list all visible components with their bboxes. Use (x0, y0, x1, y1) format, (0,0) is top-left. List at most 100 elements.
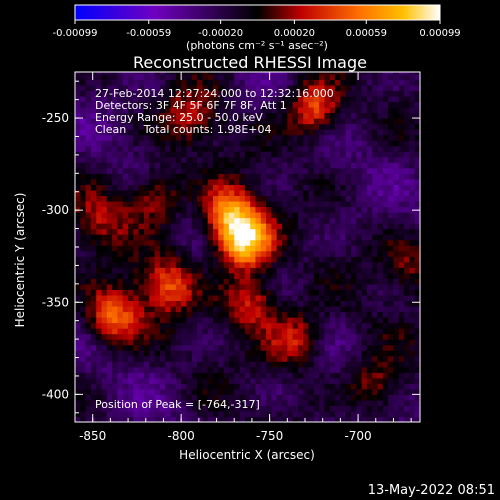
heatmap-cell (398, 107, 405, 114)
heatmap-cell (351, 129, 357, 136)
heatmap-cell (340, 156, 347, 163)
heatmap-cell (117, 245, 124, 252)
heatmap-cell (207, 361, 214, 368)
heatmap-cell (101, 90, 108, 97)
heatmap-cell (276, 383, 283, 390)
heatmap-cell (122, 333, 129, 340)
heatmap-cell (191, 239, 198, 246)
heatmap-cell (85, 250, 92, 257)
heatmap-cell (117, 189, 124, 197)
heatmap-cell (340, 294, 347, 302)
heatmap-cell (133, 294, 140, 302)
heatmap-cell (85, 184, 92, 191)
heatmap-cell (377, 134, 384, 141)
heatmap-cell (133, 289, 140, 296)
colorbar-tick-label: 0.00099 (419, 28, 460, 39)
heatmap-cell (308, 245, 315, 252)
heatmap-cell (351, 339, 357, 346)
heatmap-cell (414, 317, 420, 324)
heatmap-cell (96, 344, 103, 351)
heatmap-cell (170, 167, 177, 174)
heatmap-cell (197, 112, 203, 119)
heatmap-cell (287, 206, 294, 213)
heatmap-cell (112, 167, 119, 174)
heatmap-cell (282, 173, 288, 180)
heatmap-cell (351, 311, 357, 318)
heatmap-cell (404, 107, 410, 114)
heatmap-cell (159, 322, 166, 329)
heatmap-cell (303, 107, 310, 114)
heatmap-cell (398, 394, 405, 401)
heatmap-cell (186, 322, 193, 329)
heatmap-cell (356, 228, 363, 235)
heatmap-cell (388, 73, 395, 80)
heatmap-cell (213, 173, 219, 180)
heatmap-cell (313, 112, 320, 119)
heatmap-cell (377, 278, 384, 285)
heatmap-cell (409, 84, 416, 92)
heatmap-cell (356, 394, 363, 401)
heatmap-cell (287, 372, 294, 379)
heatmap-cell (340, 167, 347, 174)
heatmap-cell (404, 167, 410, 174)
heatmap-cell (335, 283, 341, 290)
heatmap-cell (260, 162, 267, 169)
heatmap-cell (239, 123, 246, 130)
heatmap-cell (191, 162, 198, 169)
heatmap-cell (271, 167, 278, 174)
heatmap-cell (159, 239, 166, 246)
heatmap-cell (366, 250, 373, 257)
heatmap-cell (366, 95, 373, 103)
heatmap-cell (366, 200, 373, 208)
heatmap-cell (398, 328, 405, 335)
heatmap-cell (170, 339, 177, 346)
heatmap-cell (361, 107, 368, 114)
heatmap-cell (276, 372, 283, 379)
heatmap-cell (250, 322, 257, 329)
heatmap-cell (308, 261, 315, 268)
heatmap-cell (85, 156, 92, 163)
heatmap-cell (122, 90, 129, 97)
heatmap-cell (96, 405, 103, 412)
heatmap-cell (207, 383, 214, 390)
heatmap-cell (292, 416, 299, 422)
heatmap-cell (297, 189, 304, 197)
heatmap-cell (335, 261, 341, 268)
heatmap-cell (324, 399, 331, 407)
heatmap-cell (361, 167, 368, 174)
heatmap-cell (335, 95, 341, 103)
heatmap-cell (223, 377, 230, 384)
heatmap-cell (144, 366, 150, 373)
heatmap-cell (266, 162, 272, 169)
heatmap-cell (106, 206, 113, 213)
heatmap-cell (287, 305, 294, 313)
heatmap-cell (340, 416, 347, 422)
heatmap-cell (159, 178, 166, 185)
heatmap-cell (409, 234, 416, 241)
heatmap-cell (133, 377, 140, 384)
heatmap-cell (340, 283, 347, 290)
heatmap-cell (255, 234, 262, 241)
heatmap-cell (297, 134, 304, 141)
heatmap-cell (260, 355, 267, 362)
heatmap-cell (122, 239, 129, 246)
heatmap-cell (112, 245, 119, 252)
heatmap-cell (213, 339, 219, 346)
heatmap-cell (287, 394, 294, 401)
heatmap-cell (271, 84, 278, 92)
heatmap-cell (324, 72, 331, 75)
heatmap-cell (409, 399, 416, 407)
heatmap-cell (271, 333, 278, 340)
heatmap-cell (144, 278, 150, 285)
heatmap-cell (398, 317, 405, 324)
heatmap-cell (377, 239, 384, 246)
heatmap-cell (80, 151, 87, 158)
heatmap-cell (133, 84, 140, 92)
heatmap-cell (197, 223, 203, 230)
heatmap-cell (138, 79, 145, 86)
heatmap-cell (133, 405, 140, 412)
heatmap-cell (250, 294, 257, 302)
heatmap-cell (377, 101, 384, 108)
heatmap-cell (181, 200, 188, 208)
heatmap-cell (282, 140, 288, 147)
